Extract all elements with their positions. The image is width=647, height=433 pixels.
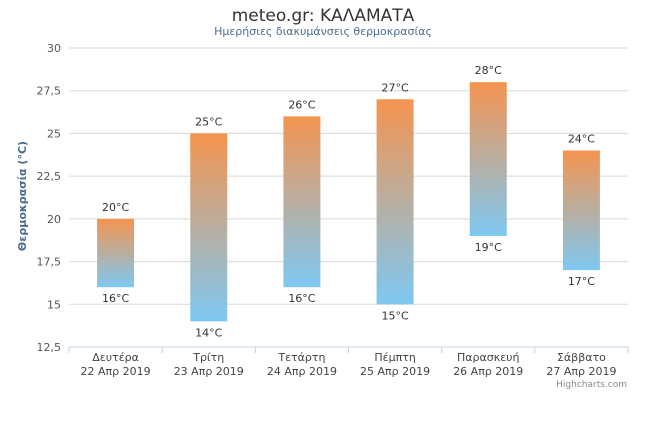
x-tick-label-day: Τετάρτη [277, 351, 325, 364]
x-tick-label-date: 23 Απρ 2019 [174, 365, 244, 378]
y-tick-label: 25 [47, 127, 61, 140]
chart-subtitle: Ημερήσιες διακυμάνσεις θερμοκρασίας [214, 25, 432, 38]
x-tick-label-date: 24 Απρ 2019 [267, 365, 337, 378]
low-temp-label: 19°C [475, 241, 502, 254]
x-tick-label-day: Σάββατο [557, 351, 606, 364]
low-temp-label: 15°C [381, 309, 408, 322]
temperature-range-bar [97, 218, 135, 288]
high-temp-label: 26°C [288, 98, 315, 111]
x-tick-label-date: 25 Απρ 2019 [360, 365, 430, 378]
credits-link[interactable]: Highcharts.com [556, 380, 627, 390]
high-temp-label: 28°C [475, 64, 502, 77]
high-temp-label: 27°C [381, 81, 408, 94]
y-tick-label: 22,5 [37, 170, 62, 183]
x-tick-label-day: Παρασκευή [457, 351, 520, 364]
chart-title: meteo.gr: ΚΑΛΑΜΑΤΑ [232, 6, 415, 26]
data-labels: 20°C 16°C 25°C 14°C 26°C 16°C 27°C 15°C 28°C 19°C… [102, 64, 595, 339]
x-tick-label-date: 22 Απρ 2019 [81, 365, 151, 378]
low-temp-label: 16°C [288, 292, 315, 305]
high-temp-label: 25°C [195, 115, 222, 128]
x-tick-label-day: Τρίτη [192, 351, 224, 364]
grid-lines [69, 47, 628, 348]
temperature-range-bar [469, 82, 507, 236]
temperature-range-bar [190, 133, 228, 322]
high-temp-label: 20°C [102, 201, 129, 214]
x-tick-label-date: 27 Απρ 2019 [546, 365, 616, 378]
temperature-range-bar [283, 116, 321, 288]
x-tick-label-date: 26 Απρ 2019 [453, 365, 523, 378]
x-tick-label-day: Πέμπτη [374, 351, 415, 364]
temperature-range-bar [376, 99, 414, 305]
low-temp-label: 16°C [102, 292, 129, 305]
y-tick-label: 17,5 [37, 256, 62, 269]
x-tick-label-day: Δευτέρα [92, 351, 139, 364]
y-tick-label: 15 [47, 298, 61, 311]
y-tick-label: 30 [47, 42, 61, 55]
y-axis-ticks: 12,5 15 17,5 20 22,5 25 27,5 30 [37, 42, 62, 354]
low-temp-label: 17°C [568, 275, 595, 288]
y-axis-title: Θερμοκρασία (°C) [16, 141, 29, 251]
low-temp-label: 14°C [195, 326, 222, 339]
temperature-range-bar [562, 150, 600, 271]
y-tick-label: 27,5 [37, 85, 62, 98]
y-tick-label: 20 [47, 213, 61, 226]
data-bars [97, 82, 600, 322]
high-temp-label: 24°C [568, 133, 595, 146]
y-tick-label: 12,5 [37, 341, 62, 354]
